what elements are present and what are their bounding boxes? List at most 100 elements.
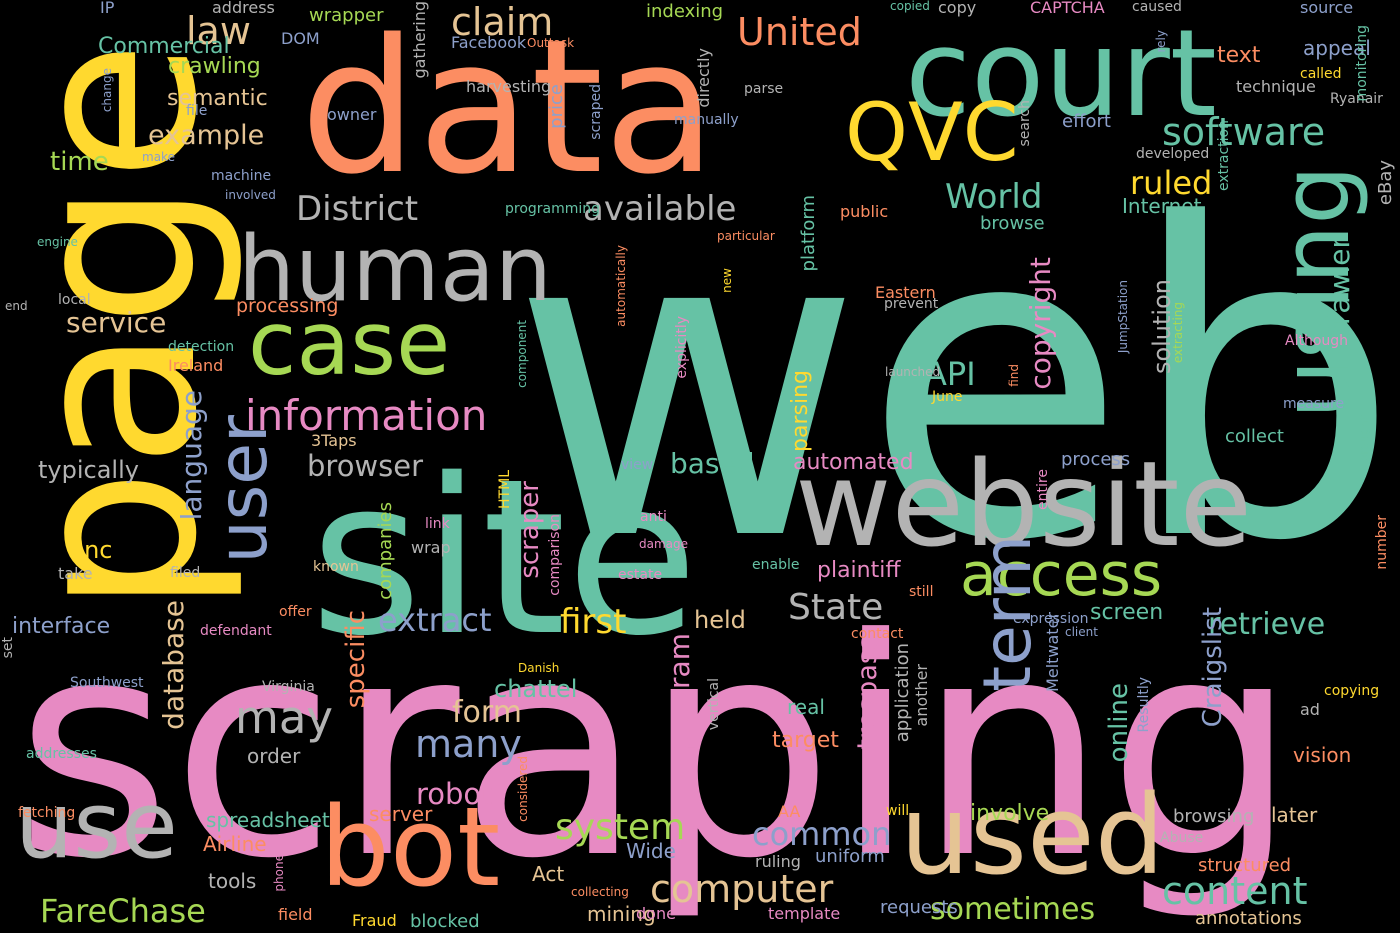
word-automatically: automatically [614,245,628,327]
word-3taps: 3Taps [311,431,357,450]
word-internet: Internet [1122,194,1202,218]
word-scraping: scraping [15,575,1298,924]
word-owner: owner [327,105,377,124]
word-information: information [245,391,488,440]
word-end: end [5,299,28,313]
word-change: change [100,68,114,113]
word-claim: claim [451,0,554,44]
word-web: web [510,135,1400,635]
word-directly: directly [694,48,713,108]
word-spreadsheet: spreadsheet [206,808,330,832]
word-software: software [1162,110,1326,154]
word-may: may [235,691,334,744]
word-set: set [0,637,16,659]
word-template: template [768,904,841,923]
word-parse: parse [744,81,784,97]
word-vertical: vertical [706,678,722,731]
word-held: held [694,606,746,634]
word-field: field [278,905,313,924]
word-browsing: browsing [1173,806,1255,827]
word-facebook: Facebook [451,33,527,52]
word-new: new [720,268,734,293]
word-ruled: ruled [1130,164,1213,202]
word-united: United [737,10,862,54]
word-trespass: trespass [852,636,883,750]
word-retrieve: retrieve [1208,607,1326,642]
word-june: June [932,389,963,405]
word-chattel: chattel [494,675,578,703]
word-time: time [50,147,109,177]
word-done: done [636,904,676,923]
word-collect: collect [1225,426,1284,447]
word-site: site [310,432,699,683]
word-developed: developed [1136,146,1210,162]
word-wide: Wide [626,839,676,863]
word-available: available [583,189,737,229]
word-order: order [247,744,301,768]
word-ad: ad [1300,700,1320,719]
word-copy: copy [938,0,977,17]
word-computer: computer [650,867,834,911]
word-extract: extract [378,601,492,639]
word-ip: IP [100,0,115,17]
word-make: make [142,150,175,164]
word-district: District [296,189,419,229]
word-particular: particular [717,229,775,243]
word-scraper: scraper [515,481,545,579]
word-form: form [452,695,522,730]
word-html: HTML [497,470,513,509]
word-brought: brought [1357,415,1371,463]
word-structured: structured [1198,855,1292,876]
word-abuse: Abuse [1160,830,1204,846]
word-robot: robot [416,777,493,811]
word-common: common [752,815,892,853]
word-virginia: Virginia [262,679,315,695]
word-programming: programming [505,201,601,217]
word-browse: browse [980,213,1045,234]
word-source: source [1300,0,1354,17]
word-commercial: Commercial [98,34,230,59]
word-target: target [772,728,839,753]
word-technique: technique [1236,77,1316,96]
word-screen: screen [1090,600,1164,625]
word-blocked: blocked [410,911,480,932]
word-example: example [148,120,265,151]
word-resultly: Resultly [1136,677,1152,733]
word-many: many [415,722,522,766]
word-southwest: Southwest [70,675,144,691]
word-semantic: semantic [167,86,268,111]
word-inc: Inc [77,536,113,564]
word-filed: filed [170,565,201,581]
word-effort: effort [1062,111,1111,132]
word-act: Act [532,862,565,886]
word-aa: AA [778,802,801,821]
word-collecting: collecting [571,885,629,899]
word-access: access [960,540,1163,610]
word-plaintiff: plaintiff [817,558,901,583]
word-bot: bot [320,783,501,911]
word-process: process [1061,449,1131,470]
word-typically: typically [38,456,139,484]
word-parsing: parsing [788,370,813,452]
word-captcha: CAPTCHA [1030,0,1105,17]
word-detection: detection [168,339,235,355]
word-used: used [900,771,1165,899]
word-craigslist: Craigslist [1198,607,1228,728]
word-tools: tools [208,869,257,893]
word-involve: involve [970,801,1050,826]
word-manually: manually [674,112,739,128]
word-take: take [58,564,93,583]
word-interface: interface [12,614,111,639]
word-uniform: uniform [815,846,885,867]
word-launched: launched [885,365,941,379]
word-database: database [157,600,190,730]
word-enable: enable [752,557,800,573]
word-engine: engine [37,235,78,249]
word-harvesting: harvesting [466,77,552,96]
word-automated: automated [793,450,914,475]
word-fraud: Fraud [352,911,397,930]
word-platform: platform [798,195,819,272]
word-outtask: Outtask [527,36,575,50]
word-jumpstation: JumpStation [1116,280,1130,354]
word-file: file [186,103,208,119]
